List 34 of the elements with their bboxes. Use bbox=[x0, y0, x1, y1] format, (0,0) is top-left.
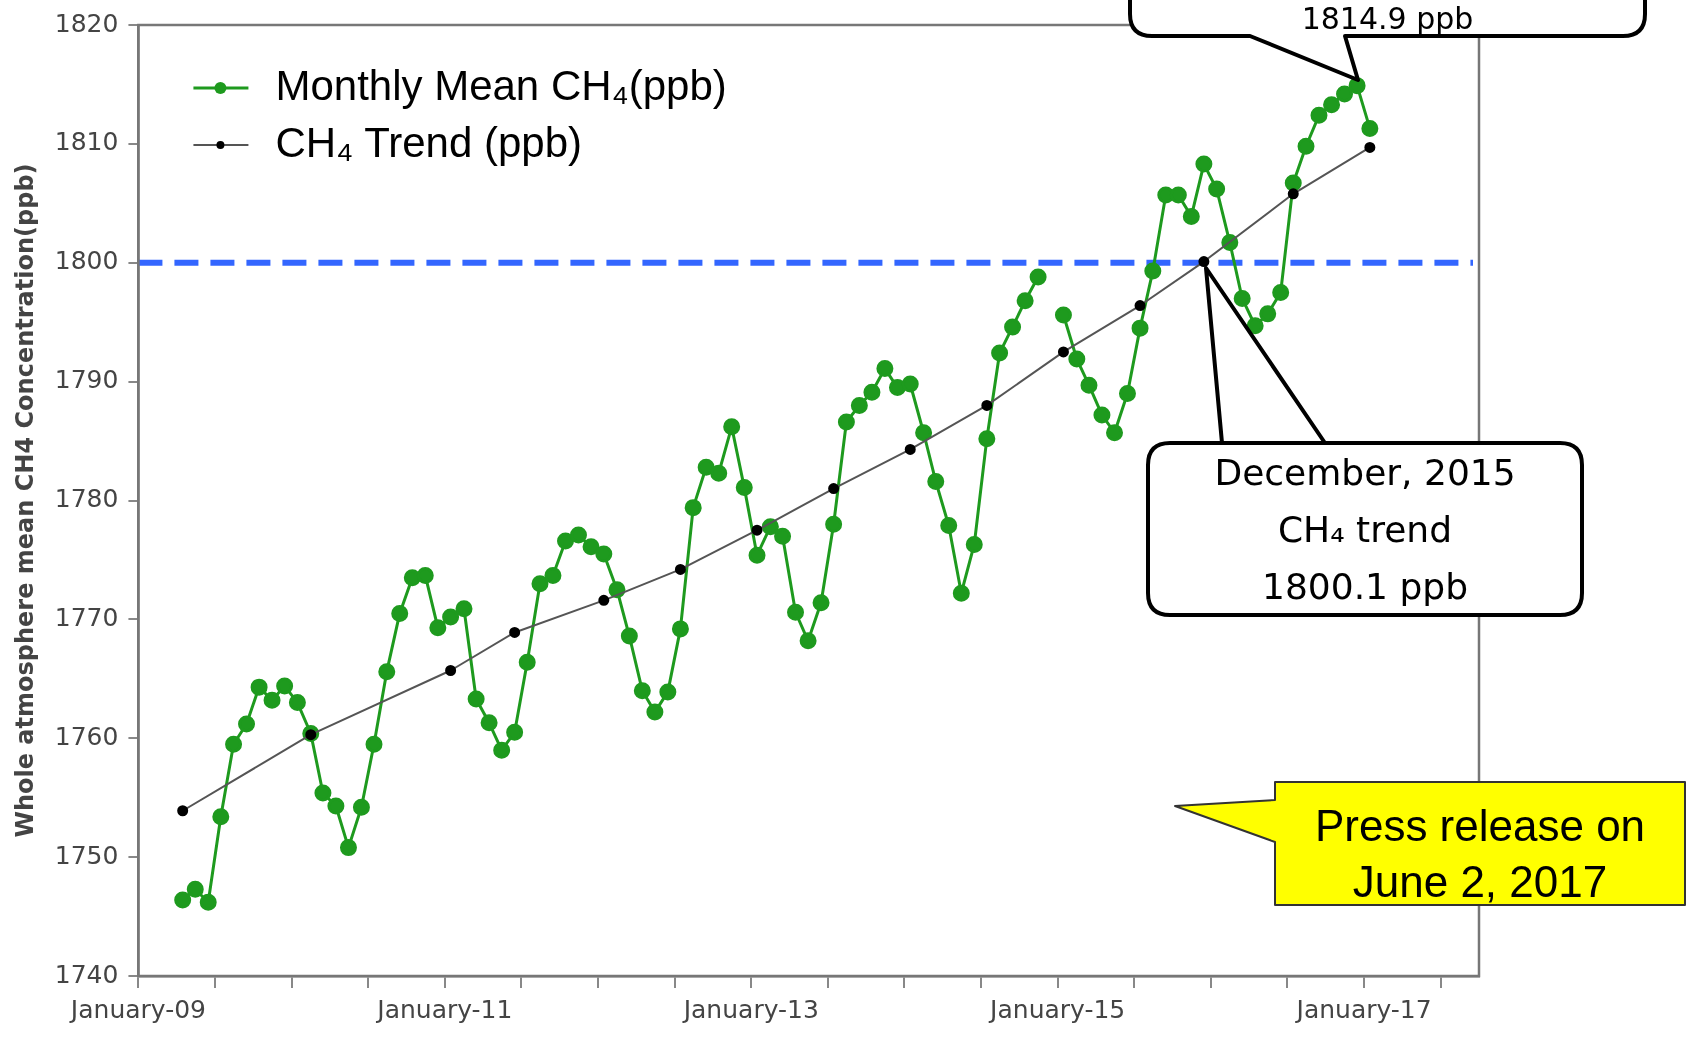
y-tick-label: 1740 bbox=[54, 959, 119, 989]
y-tick-label: 1780 bbox=[54, 484, 119, 513]
point bbox=[904, 443, 916, 455]
point bbox=[445, 664, 457, 676]
point bbox=[674, 563, 686, 575]
y-tick-label: 1790 bbox=[54, 365, 119, 395]
point bbox=[177, 805, 189, 817]
y-tick-label: 1750 bbox=[54, 840, 119, 870]
point bbox=[1134, 300, 1146, 312]
y-tick-label: 1770 bbox=[54, 602, 119, 632]
y-tick-label: 1810 bbox=[54, 127, 119, 157]
y-tick-label: 1820 bbox=[54, 8, 119, 38]
y-axis-title: Whole atmosphere mean CH4 Concentration(ppb) bbox=[10, 163, 39, 838]
point bbox=[598, 594, 610, 606]
x-tick-label: January-13 bbox=[681, 994, 819, 1024]
y-tick-label: 1800 bbox=[54, 246, 119, 276]
legend-label: Monthly Mean CH₄(ppb) bbox=[275, 61, 727, 109]
point bbox=[751, 524, 763, 536]
point bbox=[1287, 188, 1299, 200]
y-tick-label: 1760 bbox=[54, 721, 119, 751]
x-tick-label: January-09 bbox=[68, 994, 207, 1024]
x-tick-label: January-15 bbox=[988, 994, 1126, 1024]
annotation: 1814.9 ppb bbox=[1301, 0, 1474, 36]
x-tick-label: January-17 bbox=[1294, 994, 1432, 1024]
annotation: Press release on June 2, 2017 bbox=[1314, 800, 1646, 906]
point bbox=[509, 626, 521, 638]
point bbox=[981, 399, 993, 411]
legend-label: CH₄ Trend (ppb) bbox=[275, 118, 583, 166]
point bbox=[1364, 141, 1376, 153]
point bbox=[828, 483, 840, 495]
point bbox=[1198, 256, 1210, 268]
x-tick-label: January-11 bbox=[375, 994, 513, 1024]
point bbox=[1057, 346, 1069, 358]
annotation: December, 2015 CH₄ trend 1800.1 ppb bbox=[1214, 451, 1516, 607]
